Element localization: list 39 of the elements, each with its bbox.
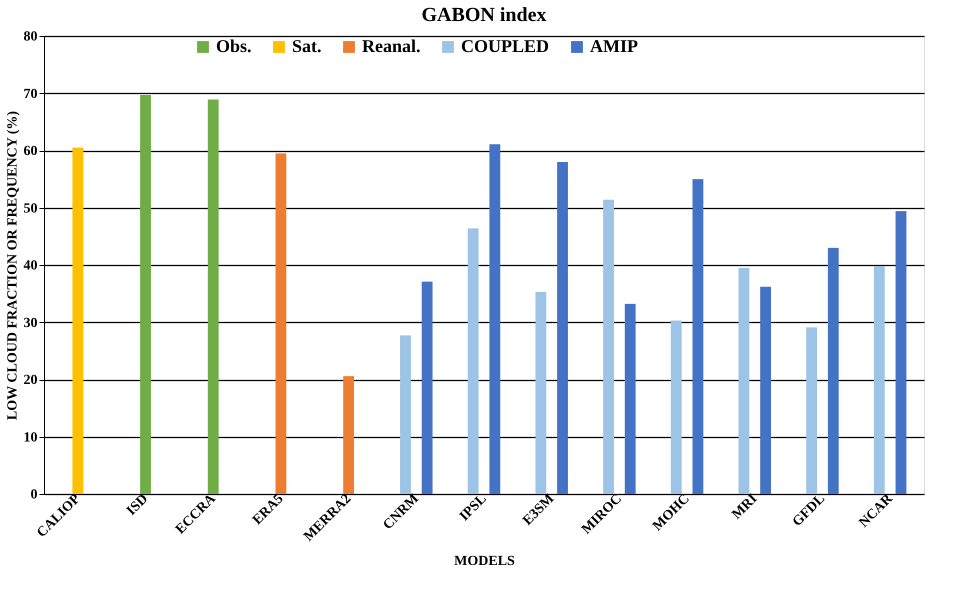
- y-tick-label: 40: [24, 258, 38, 274]
- x-tick-label: ISD: [124, 492, 152, 519]
- legend-label: Reanal.: [362, 36, 420, 56]
- chart-title: GABON index: [421, 4, 547, 26]
- bar: [140, 94, 151, 494]
- y-tick-label: 60: [24, 144, 38, 159]
- bar: [624, 304, 636, 494]
- bar: [828, 248, 839, 494]
- y-tick-label: 50: [24, 201, 38, 216]
- bar: [276, 153, 286, 494]
- bar: [738, 268, 750, 494]
- legend-label: Sat.: [292, 36, 322, 56]
- bar: [760, 286, 772, 494]
- bar: [208, 100, 219, 494]
- bar: [692, 179, 704, 494]
- bar: [896, 211, 906, 494]
- bar: [343, 376, 354, 494]
- bar: [400, 335, 411, 494]
- y-tick-label: 80: [24, 30, 38, 44]
- y-axis-title: LOW CLOUD FRACTION OR FREQUENCY (%): [6, 110, 20, 420]
- y-tick-label: 20: [24, 373, 38, 388]
- bar: [489, 144, 500, 494]
- bar: [72, 148, 84, 494]
- x-axis-title: MODELS: [454, 554, 516, 569]
- bar: [874, 266, 885, 494]
- bar: [422, 282, 433, 494]
- legend-label: Obs.: [216, 36, 252, 56]
- y-tick-label: 70: [24, 86, 38, 102]
- legend-label: COUPLED: [461, 36, 550, 56]
- bar: [557, 162, 568, 494]
- bar: [806, 327, 818, 494]
- y-tick-label: 30: [24, 316, 38, 331]
- y-tick-label: 10: [24, 430, 38, 446]
- bar: [670, 320, 682, 494]
- y-tick-label: 0: [30, 488, 38, 502]
- bar: [468, 228, 479, 494]
- bar: [603, 200, 614, 494]
- bar: [535, 292, 546, 494]
- legend-label: AMIP: [590, 36, 638, 56]
